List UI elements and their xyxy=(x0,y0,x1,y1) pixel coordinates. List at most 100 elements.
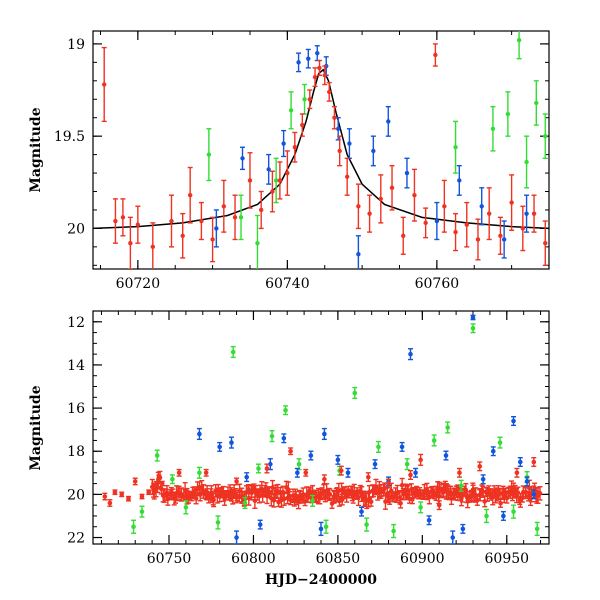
top-red-point xyxy=(247,152,253,209)
top-red-point xyxy=(187,166,193,224)
top-red-point xyxy=(367,194,373,233)
top-blue-point xyxy=(296,52,302,73)
bottom-green-point xyxy=(256,463,262,474)
bottom-baseline-point xyxy=(288,494,294,506)
bottom-red-point xyxy=(531,457,537,468)
bottom-red-point xyxy=(112,489,118,496)
top-red-point xyxy=(180,212,186,259)
bottom-blue-point xyxy=(480,474,486,485)
bottom-panel-frame xyxy=(92,310,550,545)
top-red-point xyxy=(344,157,350,196)
bottom-blue-point xyxy=(399,441,405,452)
top-ytick-label: 20 xyxy=(67,221,85,237)
bottom-panel-plot-area xyxy=(102,314,543,544)
bottom-blue-point xyxy=(490,446,496,457)
bottom-green-point xyxy=(283,405,289,416)
bottom-blue-point xyxy=(257,519,263,530)
bottom-green-point xyxy=(534,521,540,537)
bottom-red-point xyxy=(146,489,152,496)
bottom-red-point xyxy=(132,477,138,486)
top-red-point xyxy=(120,198,126,237)
bottom-red-point xyxy=(107,499,113,507)
top-red-point xyxy=(389,164,395,211)
top-red-point xyxy=(284,150,290,196)
top-red-point xyxy=(464,201,470,248)
bottom-red-point xyxy=(456,467,462,478)
top-blue-point xyxy=(479,187,485,226)
top-red-point xyxy=(453,212,459,252)
bottom-red-point xyxy=(119,491,125,498)
bottom-red-point xyxy=(102,492,108,501)
bottom-green-point xyxy=(375,440,381,454)
bottom-baseline-point xyxy=(193,492,199,505)
top-red-point xyxy=(292,131,298,163)
top-red-point xyxy=(337,135,343,167)
bottom-baseline-point xyxy=(537,486,543,501)
top-red-point xyxy=(307,89,313,110)
bottom-red-point xyxy=(477,461,483,472)
top-red-point xyxy=(531,194,537,233)
top-red-point xyxy=(112,198,118,244)
bottom-blue-point xyxy=(359,506,365,517)
bottom-blue-point xyxy=(335,454,341,465)
top-red-point xyxy=(411,168,417,222)
top-red-point xyxy=(258,190,264,230)
top-red-point xyxy=(441,179,447,233)
bottom-red-point xyxy=(321,474,327,485)
bottom-ytick-label: 16 xyxy=(67,401,85,417)
bottom-green-point xyxy=(196,466,202,479)
top-panel-ylabel: Magnitude xyxy=(28,107,44,192)
bottom-green-point xyxy=(169,474,175,485)
top-red-point xyxy=(542,220,548,267)
top-blue-point xyxy=(355,235,361,269)
top-xtick-label: 60740 xyxy=(265,276,310,292)
bottom-green-point xyxy=(310,494,316,507)
top-red-point xyxy=(317,59,323,76)
bottom-baseline-point xyxy=(535,487,541,505)
bottom-blue-point xyxy=(318,521,324,537)
top-blue-point xyxy=(305,48,311,69)
top-red-point xyxy=(509,174,515,231)
top-green-point xyxy=(505,91,511,137)
bottom-ytick-label: 22 xyxy=(67,531,85,547)
top-panel-plot-area xyxy=(93,31,549,269)
bottom-blue-point xyxy=(413,467,419,478)
top-red-point xyxy=(355,183,361,230)
bottom-panel-ticks xyxy=(93,310,549,544)
top-red-point xyxy=(331,105,337,130)
bottom-green-point xyxy=(215,515,221,530)
bottom-green-point xyxy=(511,504,517,519)
bottom-blue-point xyxy=(500,510,506,521)
bottom-baseline-point xyxy=(394,484,400,502)
bottom-green-point xyxy=(497,436,503,449)
bottom-blue-point xyxy=(517,457,523,468)
bottom-green-point xyxy=(445,421,451,434)
bottom-red-point xyxy=(159,480,165,487)
top-red-point xyxy=(127,216,133,269)
bottom-green-point xyxy=(484,508,490,524)
top-xtick-label: 60720 xyxy=(116,276,161,292)
bottom-red-point xyxy=(288,447,294,456)
bottom-blue-point xyxy=(408,348,414,361)
bottom-green-point xyxy=(230,345,236,359)
top-red-point xyxy=(135,205,141,244)
top-red-point xyxy=(101,46,107,123)
bottom-red-point xyxy=(203,468,209,477)
bottom-baseline-point xyxy=(211,492,217,508)
top-red-point xyxy=(322,65,328,86)
bottom-red-point xyxy=(264,463,270,474)
top-red-point xyxy=(326,81,332,102)
bottom-blue-point xyxy=(321,427,327,441)
top-blue-point xyxy=(501,220,507,259)
top-blue-point xyxy=(266,153,272,185)
top-panel-frame xyxy=(92,30,550,270)
bottom-red-point xyxy=(176,468,182,477)
bottom-blue-point xyxy=(196,427,202,441)
bottom-blue-point xyxy=(531,489,537,500)
bottom-red-point xyxy=(234,477,240,486)
bottom-blue-point xyxy=(426,515,432,526)
top-blue-point xyxy=(404,157,410,189)
top-blue-point xyxy=(524,194,530,233)
bottom-red-point xyxy=(418,453,424,466)
